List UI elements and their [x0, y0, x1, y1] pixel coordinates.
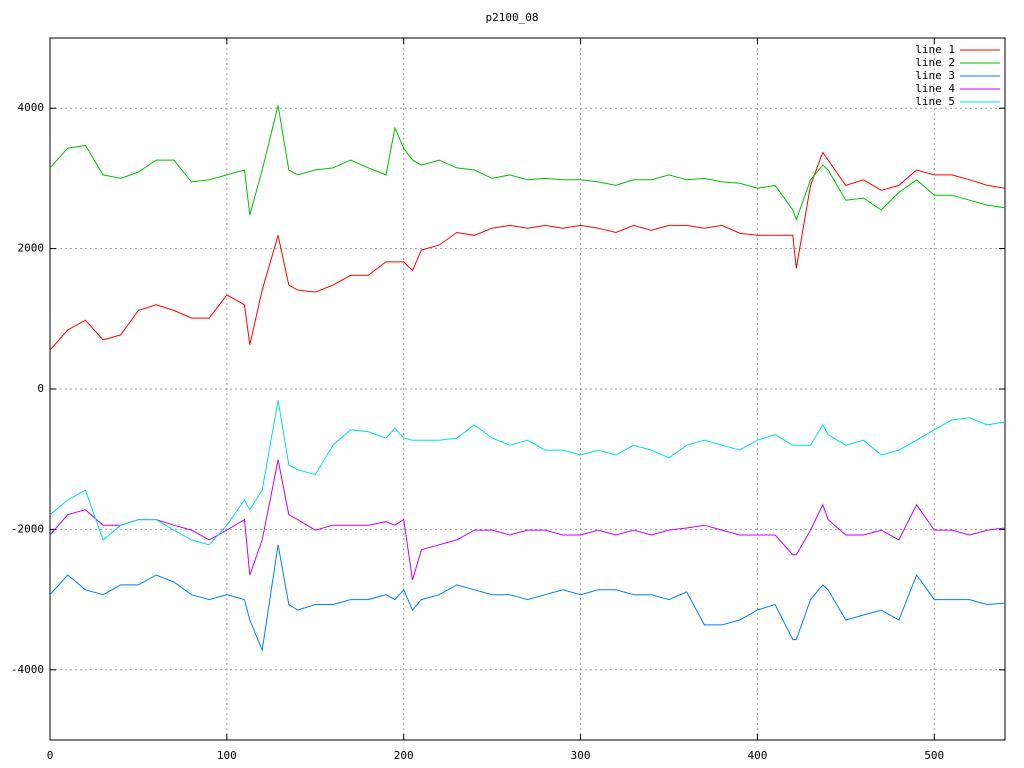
data-line: [49, 544, 1006, 652]
x-tick-label: 500: [924, 749, 944, 762]
y-tick-label: 4000: [18, 101, 45, 114]
x-tick-label: 0: [47, 749, 54, 762]
y-tick-label: 0: [37, 382, 44, 395]
legend-label: line 2: [915, 56, 955, 69]
data-line: [49, 400, 1006, 546]
plot-border: [49, 37, 1006, 741]
y-tick-label: 2000: [18, 242, 45, 255]
legend-label: line 5: [915, 95, 955, 108]
x-tick-label: 100: [217, 749, 237, 762]
legend-label: line 1: [915, 43, 955, 56]
data-line: [49, 151, 1006, 351]
x-tick-label: 200: [394, 749, 414, 762]
x-tick-label: 300: [571, 749, 591, 762]
x-tick-label: 400: [747, 749, 767, 762]
y-tick-label: -2000: [11, 522, 44, 535]
chart-title: p2100_08: [486, 11, 539, 24]
y-tick-label: -4000: [11, 663, 44, 676]
data-line: [49, 459, 1006, 581]
legend-label: line 3: [915, 69, 955, 82]
data-line: [49, 105, 1006, 222]
legend-label: line 4: [915, 82, 955, 95]
